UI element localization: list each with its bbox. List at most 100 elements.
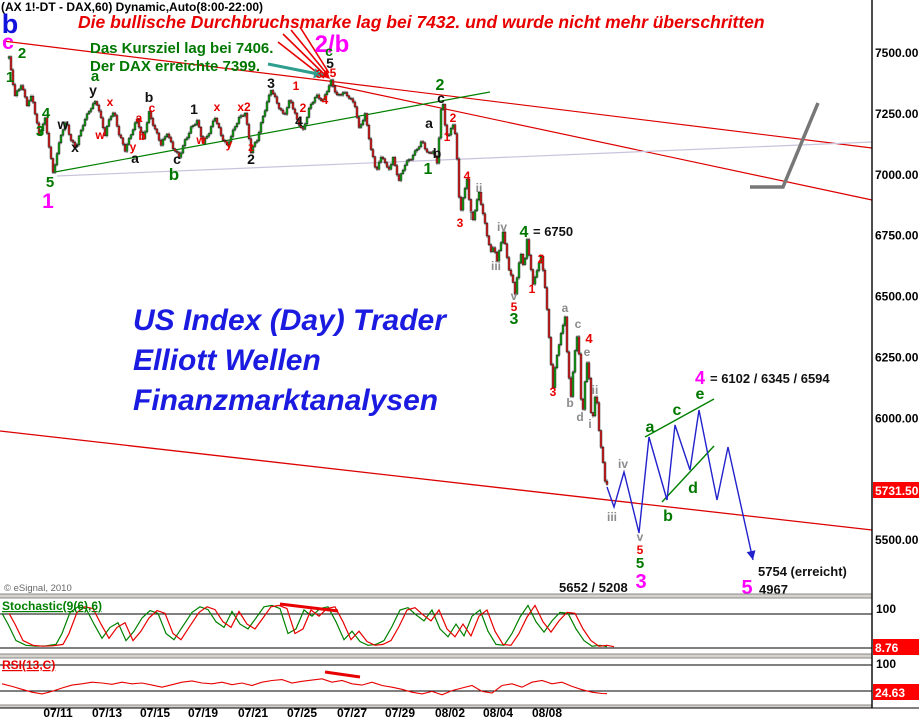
gray-angle-annotation bbox=[750, 102, 820, 189]
candle-body bbox=[187, 132, 191, 139]
watermark-text: US Index (Day) Trader bbox=[133, 304, 448, 337]
candle-body bbox=[57, 142, 61, 154]
wave-label: 2 bbox=[450, 111, 457, 125]
y-axis-label: 7250.00 bbox=[875, 107, 919, 121]
candle-body bbox=[313, 97, 317, 103]
candle-body bbox=[473, 210, 477, 220]
candle-body bbox=[111, 112, 115, 117]
candle-body bbox=[209, 126, 213, 134]
candle-body bbox=[547, 309, 551, 338]
candle-body bbox=[339, 94, 343, 96]
wave-label: y bbox=[226, 137, 233, 151]
wave-label: x bbox=[107, 95, 114, 109]
candle-body bbox=[93, 101, 97, 105]
stochastic-value-badge-text: 8.76 bbox=[875, 641, 899, 655]
candle-body bbox=[7, 56, 11, 59]
wave-label: b bbox=[138, 129, 145, 143]
wave-label: d bbox=[688, 480, 698, 497]
candle-body bbox=[445, 124, 449, 136]
wave-label: c bbox=[575, 317, 582, 331]
candle-body bbox=[75, 144, 79, 148]
candle-body bbox=[65, 122, 69, 126]
wave-label: 2 bbox=[538, 252, 545, 266]
wave-label: y bbox=[89, 82, 97, 98]
arrowhead bbox=[313, 68, 324, 79]
candle-body bbox=[193, 124, 197, 126]
y-axis-label: 6250.00 bbox=[875, 350, 919, 364]
candle-body bbox=[99, 110, 103, 119]
x-axis-label: 07/29 bbox=[385, 706, 415, 720]
candle-body bbox=[49, 146, 53, 159]
x-axis-label: 07/27 bbox=[337, 706, 367, 720]
wave-label: w bbox=[94, 128, 105, 142]
candle-body bbox=[439, 109, 443, 139]
candle-body bbox=[299, 125, 303, 128]
candle-body bbox=[55, 153, 59, 166]
candle-body bbox=[39, 130, 43, 135]
wave-label: v bbox=[511, 289, 518, 303]
candle-body bbox=[139, 126, 143, 133]
wave-label: 5 bbox=[326, 55, 334, 71]
text-annotations: Die bullische Durchbruchsmarke lag bei 7… bbox=[4, 12, 765, 594]
candle-body bbox=[451, 124, 455, 129]
wave-label: b bbox=[2, 9, 19, 39]
trendline bbox=[644, 398, 715, 438]
wave-label: ii bbox=[592, 383, 599, 397]
candle-body bbox=[399, 173, 403, 181]
candle-body bbox=[291, 102, 295, 110]
candle-body bbox=[271, 90, 275, 95]
candle-body bbox=[505, 243, 509, 258]
wave-label: 1 bbox=[444, 130, 451, 144]
candle-body bbox=[61, 129, 65, 136]
candle-body bbox=[11, 69, 15, 85]
wave-label: 3 bbox=[510, 311, 519, 328]
candle-body bbox=[223, 140, 227, 143]
candle-body bbox=[255, 140, 259, 143]
candle-body bbox=[605, 480, 609, 485]
candle-body bbox=[577, 336, 581, 355]
candle-body bbox=[569, 377, 573, 397]
candle-body bbox=[525, 239, 529, 259]
candle-body bbox=[157, 132, 161, 141]
wave-label: 5 bbox=[511, 300, 518, 314]
candle-body bbox=[171, 141, 175, 150]
wave-label: a bbox=[131, 150, 139, 166]
candle-body bbox=[245, 112, 249, 125]
candle-body bbox=[161, 139, 165, 146]
last-price-badge: 5731.50 bbox=[873, 482, 919, 498]
wave-label: 2 bbox=[18, 45, 26, 62]
candle-body bbox=[283, 113, 287, 115]
wave-label: b bbox=[145, 89, 154, 105]
wave-label: x bbox=[214, 100, 221, 114]
x-axis-label: 08/02 bbox=[435, 706, 465, 720]
wave-label: x2 bbox=[237, 100, 251, 114]
candle-body bbox=[123, 144, 127, 152]
candle-body bbox=[579, 353, 583, 400]
candle-body bbox=[369, 138, 373, 150]
red-arrow-line bbox=[282, 33, 327, 77]
trendline bbox=[0, 430, 873, 531]
target-note: Das Kursziel lag bei 7406. bbox=[90, 40, 273, 57]
candle-body bbox=[543, 270, 547, 288]
candle-body bbox=[143, 131, 147, 139]
wave-label: c bbox=[673, 402, 682, 419]
wave-label: 1 bbox=[424, 161, 433, 178]
candle-body bbox=[175, 151, 179, 153]
candle-body bbox=[17, 88, 21, 92]
candle-body bbox=[371, 149, 375, 157]
projection bbox=[606, 409, 756, 561]
x-axis-label: 07/11 bbox=[43, 706, 73, 720]
price-target-label: = 6102 / 6345 / 6594 bbox=[710, 371, 830, 386]
candle-body bbox=[583, 381, 587, 410]
candle-body bbox=[403, 164, 407, 171]
candle-body bbox=[385, 162, 389, 168]
candle-body bbox=[601, 446, 605, 463]
wave-label: 2 bbox=[436, 77, 445, 94]
y-axis-label: 5500.00 bbox=[875, 533, 919, 547]
candle-body bbox=[447, 134, 451, 137]
candle-body bbox=[27, 100, 31, 106]
wave-label: 5 bbox=[637, 543, 644, 557]
candle-body bbox=[541, 256, 545, 271]
wave-label: 3 bbox=[267, 75, 275, 91]
candle-body bbox=[263, 110, 267, 117]
